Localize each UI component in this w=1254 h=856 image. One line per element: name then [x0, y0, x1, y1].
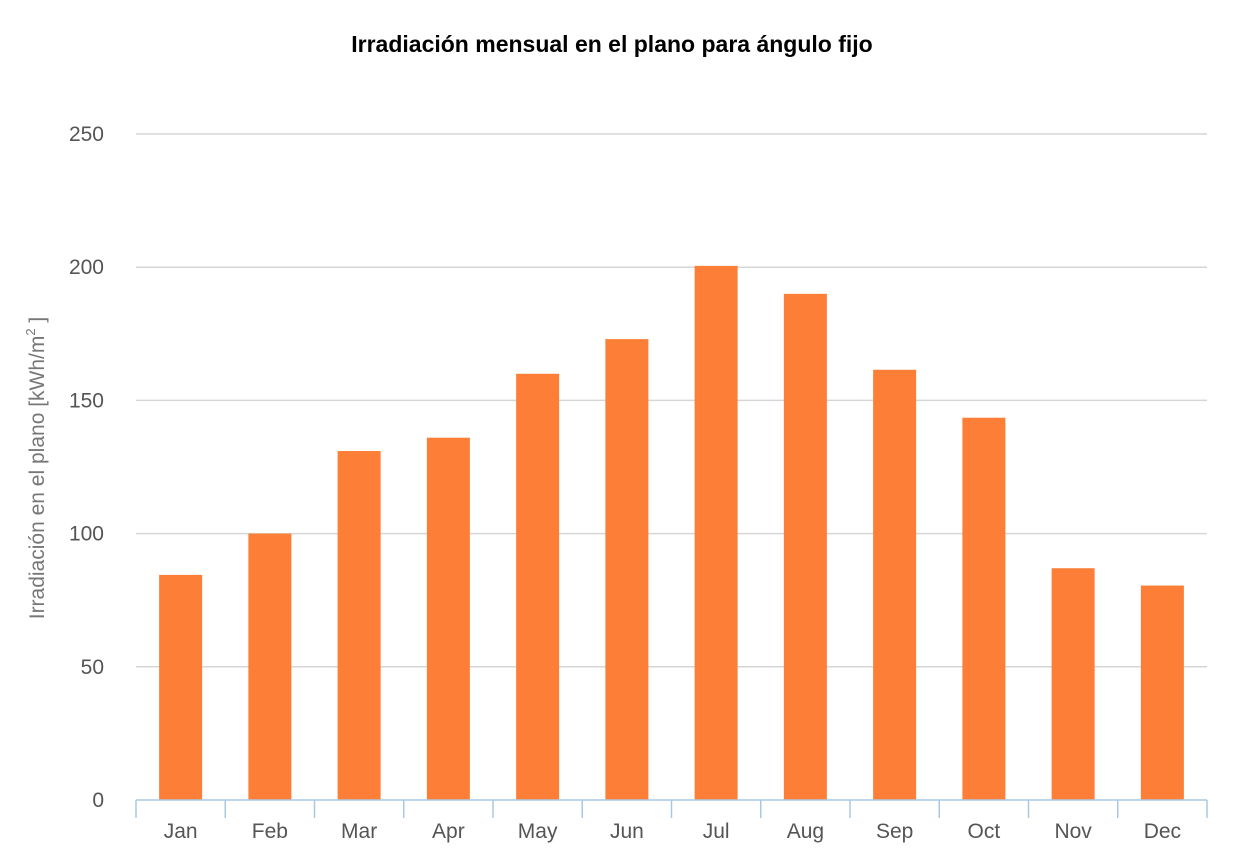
x-axis-ticks: Jan Feb Mar Apr May Jun Jul Aug Sep Oct Nov Dec	[164, 820, 1181, 843]
bar-sep	[873, 369, 917, 800]
x-tick-label: May	[518, 820, 558, 843]
bar-aug	[783, 293, 827, 800]
y-tick-label: 100	[69, 523, 104, 546]
x-tick-label: Feb	[252, 820, 288, 843]
x-axis	[135, 799, 1208, 818]
y-tick-label: 50	[81, 656, 104, 679]
x-tick-label: Aug	[787, 820, 824, 843]
y-tick-label: 200	[69, 256, 104, 279]
bar-apr	[426, 437, 470, 800]
y-axis-label-end: ]	[26, 317, 49, 329]
bar-jul	[694, 265, 738, 800]
bars	[159, 265, 1184, 800]
x-tick-label: Jan	[164, 820, 198, 843]
x-tick-label: Jul	[703, 820, 730, 843]
bar-dec	[1140, 585, 1184, 800]
y-axis-label-main: Irradiación en el plano [kWh/m	[26, 336, 49, 620]
bar-nov	[1051, 568, 1095, 800]
y-axis-label: Irradiación en el plano [kWh/m2 ]	[23, 317, 49, 620]
gridlines	[136, 133, 1207, 668]
bar-oct	[962, 417, 1006, 800]
x-tick-label: Mar	[341, 820, 377, 843]
bar-jun	[605, 339, 649, 800]
bar-may	[516, 373, 560, 800]
y-tick-label: 150	[69, 389, 104, 412]
x-tick-label: Sep	[876, 820, 913, 843]
x-tick-label: Jun	[610, 820, 644, 843]
bar-mar	[337, 451, 381, 800]
y-axis-label-superscript: 2	[23, 328, 38, 335]
x-tick-label: Nov	[1054, 820, 1092, 843]
bar-jan	[159, 574, 203, 800]
x-tick-label: Dec	[1144, 820, 1181, 843]
y-tick-label: 0	[92, 789, 104, 812]
y-tick-label: 250	[69, 123, 104, 146]
y-axis-ticks: 0 50 100 150 200 250	[69, 123, 104, 812]
bar-feb	[248, 533, 292, 800]
x-tick-label: Apr	[432, 820, 465, 843]
chart-title: Irradiación mensual en el plano para áng…	[351, 31, 872, 57]
x-tick-label: Oct	[968, 820, 1001, 843]
